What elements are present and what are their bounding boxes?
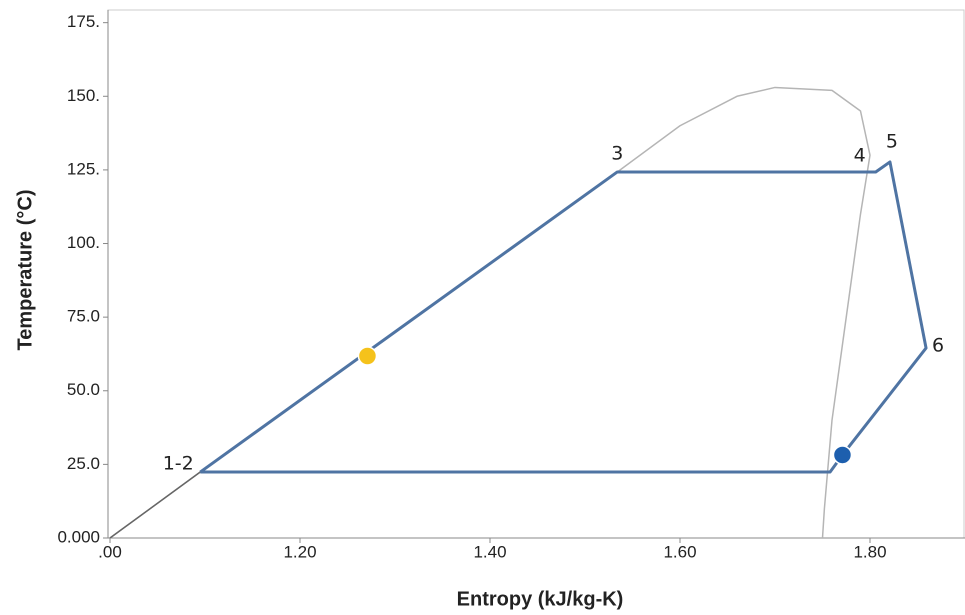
y-tick-label: 50.0 (67, 380, 100, 399)
y-axis-title: Temperature (°C) (14, 190, 36, 351)
series-line (199, 160, 928, 474)
y-tick-label: 0.000 (57, 527, 100, 546)
state-marker (357, 346, 378, 366)
point-label: 3 (611, 142, 623, 164)
y-tick-label: 150. (67, 86, 100, 105)
y-tick-label: 75.0 (67, 307, 100, 326)
point-label: 5 (886, 130, 898, 152)
y-tick-label: 175. (67, 12, 100, 31)
x-tick-label: 1.40 (473, 542, 506, 561)
point-label: 1-2 (163, 453, 194, 475)
y-tick-label: 100. (67, 233, 100, 252)
x-tick-label: .00 (98, 542, 122, 561)
point-label: 4 (854, 144, 866, 166)
x-tick-label: 1.20 (283, 542, 316, 561)
x-tick-label: 1.80 (853, 542, 886, 561)
series-line (109, 471, 201, 539)
x-axis-title: Entropy (kJ/kg-K) (457, 588, 624, 610)
y-tick-label: 125. (67, 159, 100, 178)
y-tick-label: 25.0 (67, 454, 100, 473)
state-marker (832, 445, 853, 465)
point-label: 6 (932, 335, 944, 357)
series-line (109, 86, 871, 539)
x-tick-label: 1.60 (663, 542, 696, 561)
